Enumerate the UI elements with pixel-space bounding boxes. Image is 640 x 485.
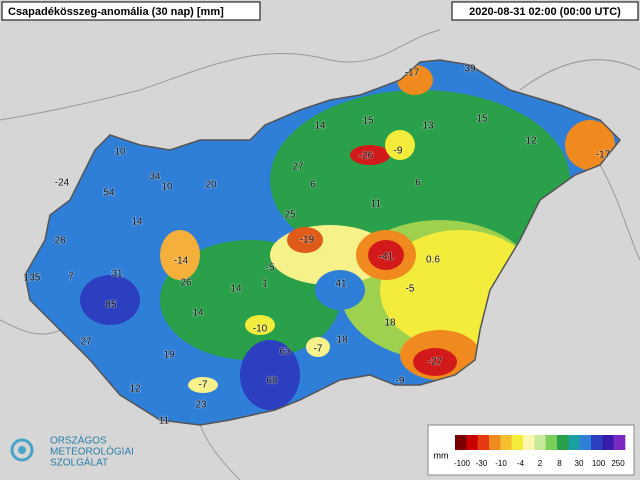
legend-colors xyxy=(455,435,626,450)
station-value: 23 xyxy=(195,400,207,411)
station-value: 31 xyxy=(111,269,123,280)
legend-tick-label: 100 xyxy=(592,459,606,468)
station-value: 19 xyxy=(163,350,175,361)
station-value: -19 xyxy=(300,235,315,246)
legend-swatch xyxy=(523,435,535,450)
legend-swatch xyxy=(602,435,614,450)
station-value: 39 xyxy=(464,64,476,75)
station-value: -7 xyxy=(314,344,323,355)
legend-swatch xyxy=(579,435,592,450)
station-value: -10 xyxy=(253,324,268,335)
station-value: 18 xyxy=(384,318,396,329)
station-value: 14 xyxy=(314,121,326,132)
legend-swatch xyxy=(591,435,603,450)
station-value: 41 xyxy=(335,279,347,290)
title-box xyxy=(1,1,261,21)
logo-text: ORSZÁGOS xyxy=(50,434,107,447)
legend: mm -100 -30 -10 -4 2 8 30 100 250 xyxy=(427,424,635,476)
legend-tick-label: 8 xyxy=(557,459,562,468)
legend-swatch xyxy=(500,435,512,450)
station-value: 13 xyxy=(422,121,434,132)
station-value: 15 xyxy=(362,116,374,127)
timestamp-box xyxy=(451,1,639,21)
legend-tick-label: -4 xyxy=(517,459,525,468)
legend-tick-label: 2 xyxy=(538,459,543,468)
legend-swatch xyxy=(489,435,501,450)
station-value: -27 xyxy=(428,357,443,368)
timestamp: 2020-08-31 02:00 (00:00 UTC) xyxy=(469,6,621,18)
legend-unit: mm xyxy=(434,450,449,460)
station-value: 27 xyxy=(292,162,304,173)
station-value: -24 xyxy=(55,178,70,189)
station-value: -17 xyxy=(405,68,420,79)
legend-swatch xyxy=(568,435,580,450)
station-value: 135 xyxy=(24,273,41,284)
legend-tick-label: 250 xyxy=(611,459,625,468)
station-value: 63 xyxy=(279,347,291,358)
station-value: 34 xyxy=(149,172,161,183)
legend-swatch xyxy=(466,435,478,450)
station-value: 27 xyxy=(80,337,92,348)
station-value: -9 xyxy=(394,146,403,157)
station-value: -14 xyxy=(174,256,189,267)
station-value: 10 xyxy=(114,147,126,158)
legend-tick-label: -30 xyxy=(476,459,488,468)
legend-swatch xyxy=(545,435,558,450)
station-value: 18 xyxy=(336,335,348,346)
station-value: 14 xyxy=(131,217,143,228)
station-labels: -17 39 14 15 13 15 12 -17 10 -26 -9 27 34 -24 54 10 20 6 6… xyxy=(23,63,612,428)
station-value: 26 xyxy=(180,278,192,289)
logo-text: SZOLGÁLAT xyxy=(50,456,108,469)
station-value: -9 xyxy=(396,376,405,387)
station-value: -5 xyxy=(406,284,415,295)
station-value: 28 xyxy=(54,236,66,247)
station-value: 12 xyxy=(129,384,141,395)
station-value: 54 xyxy=(103,188,115,199)
title: Csapadékösszeg-anomália (30 nap) [mm] xyxy=(8,6,224,18)
station-value: 20 xyxy=(205,180,217,191)
legend-swatch xyxy=(455,435,467,450)
station-value: 14 xyxy=(230,284,242,295)
station-value: 12 xyxy=(525,136,537,147)
legend-swatch xyxy=(477,435,490,450)
legend-tick-label: 30 xyxy=(575,459,584,468)
station-value: -5 xyxy=(266,263,275,274)
station-value: 0.6 xyxy=(426,255,440,266)
logo: ORSZÁGOS METEOROLÓGIAI SZOLGÁLAT xyxy=(10,434,134,469)
station-value: 11 xyxy=(159,416,170,427)
station-value: 25 xyxy=(284,210,296,221)
legend-tick-label: -100 xyxy=(454,459,471,468)
borders xyxy=(0,29,640,481)
station-value: 15 xyxy=(476,114,488,125)
station-value: -17 xyxy=(596,150,611,161)
station-value: -7 xyxy=(199,380,208,391)
station-value: 1 xyxy=(262,279,268,290)
country-border xyxy=(24,59,622,426)
station-value: 68 xyxy=(266,376,278,387)
legend-swatch xyxy=(557,435,569,450)
legend-swatch xyxy=(613,435,626,450)
legend-swatch xyxy=(534,435,546,450)
legend-swatch xyxy=(511,435,524,450)
station-value: 6 xyxy=(415,178,421,189)
station-value: 10 xyxy=(161,182,173,193)
station-value: 6 xyxy=(310,180,316,191)
station-value: 85 xyxy=(105,300,117,311)
station-value: -41 xyxy=(379,252,394,263)
station-value: 7 xyxy=(68,272,74,283)
legend-tick-label: -10 xyxy=(495,459,507,468)
logo-text: METEOROLÓGIAI xyxy=(50,445,134,458)
station-value: -26 xyxy=(359,151,374,162)
station-value: 11 xyxy=(371,199,382,210)
station-value: 14 xyxy=(192,308,204,319)
